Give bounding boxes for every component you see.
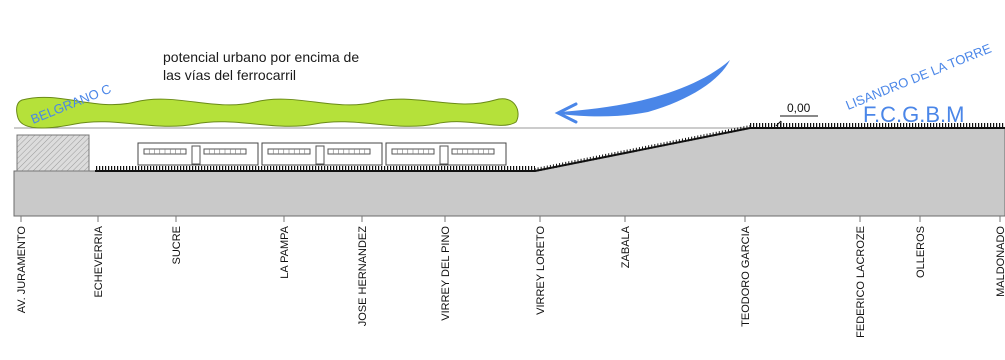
station-label: JOSE HERNANDEZ [357,216,369,326]
rail-track [95,123,1005,172]
station-label: FEDERICO LACROZE [855,216,867,338]
svg-text:FEDERICO LACROZE: FEDERICO LACROZE [855,226,867,338]
train-car-icon [137,142,259,166]
station-label: MALDONADO [995,216,1005,297]
station-label: VIRREY DEL PINO [440,216,452,321]
svg-text:SUCRE: SUCRE [171,226,183,265]
station-label: ECHEVERRIA [93,216,105,298]
elevation-label: 0,00 [787,101,811,115]
svg-text:VIRREY DEL PINO: VIRREY DEL PINO [440,226,452,321]
svg-text:TEODORO GARCIA: TEODORO GARCIA [740,225,752,327]
urban-potential-blob [16,96,519,129]
station-label: LA PAMPA [279,216,291,279]
svg-text:MALDONADO: MALDONADO [995,226,1005,297]
station-label: ZABALA [620,216,632,268]
station-label: OLLEROS [915,216,927,278]
train-car-icon [385,142,507,166]
svg-text:ZABALA: ZABALA [620,225,632,268]
elevation-marker: 0,00 [775,101,818,127]
station-labels: AV. JURAMENTO ECHEVERRIA SUCRE LA PAMPA JOSE… [16,216,1005,338]
hatched-block [16,134,90,172]
svg-text:ECHEVERRIA: ECHEVERRIA [93,225,105,297]
svg-text:VIRREY LORETO: VIRREY LORETO [535,226,547,315]
svg-text:LA PAMPA: LA PAMPA [279,225,291,278]
annotation-line-2: las vías del ferrocarril [163,67,296,83]
station-label: TEODORO GARCIA [740,216,752,327]
svg-text:OLLEROS: OLLEROS [915,226,927,278]
train-group [137,142,507,166]
curved-arrow-left-icon [554,60,730,124]
svg-text:AV. JURAMENTO: AV. JURAMENTO [16,226,28,314]
station-label: VIRREY LORETO [535,216,547,315]
station-label: SUCRE [171,216,183,265]
railway-name: F.C.G.B.M [863,102,964,127]
train-car-icon [261,142,383,166]
station-label: AV. JURAMENTO [16,216,28,313]
annotation-line-1: potencial urbano por encima de [163,49,359,65]
svg-text:JOSE HERNANDEZ: JOSE HERNANDEZ [357,226,369,327]
